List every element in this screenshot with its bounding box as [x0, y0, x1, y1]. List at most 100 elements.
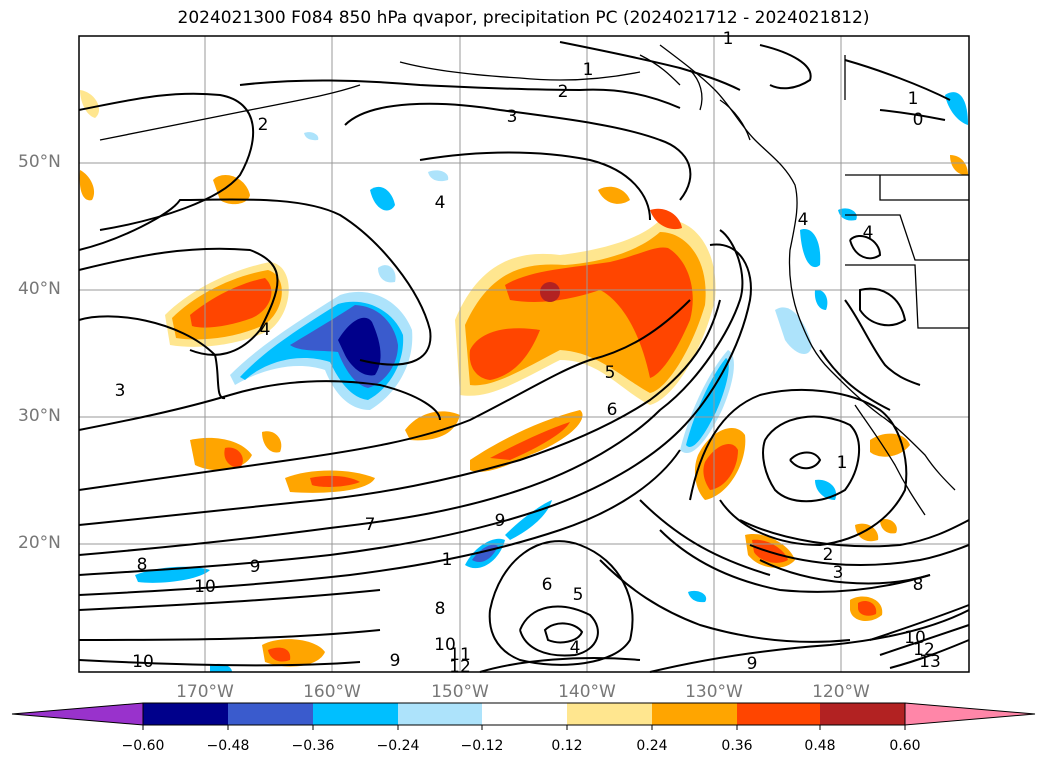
contour-label: 9 — [747, 654, 758, 674]
precip-blob — [775, 307, 812, 355]
contour-label: 6 — [542, 575, 553, 595]
precip-blob — [703, 443, 738, 490]
colorbar-tick-label: −0.24 — [376, 738, 420, 754]
precip-blob — [262, 431, 282, 453]
precip-shading — [79, 90, 968, 672]
precip-blob — [945, 92, 968, 125]
colorbar-tick-label: −0.60 — [121, 738, 165, 754]
colorbar-segment — [652, 703, 737, 725]
map-frame — [78, 35, 970, 673]
colorbar-extend-high — [904, 702, 1036, 726]
precip-blob — [213, 175, 250, 205]
lon-label: 140°W — [558, 682, 616, 702]
lon-label: 170°W — [176, 682, 234, 702]
lat-label: 20°N — [18, 533, 61, 553]
precip-blob — [880, 519, 897, 534]
lat-label: 30°N — [18, 406, 61, 426]
contour-label-group: 1 1 2 3 2 1 0 4 4 4 4 3 5 6 1 2 3 8 9 7 … — [115, 29, 941, 677]
contour-label: 4 — [260, 320, 271, 340]
contour-label: 10 — [904, 628, 926, 648]
precip-blob — [190, 437, 252, 471]
contour-label: 4 — [798, 210, 809, 230]
precip-blob — [469, 328, 540, 380]
precip-blob — [338, 317, 381, 376]
precip-blob — [80, 90, 100, 118]
contour-label: 5 — [605, 363, 616, 383]
precip-blob — [370, 186, 395, 211]
colorbar — [11, 702, 1036, 730]
colorbar-segment — [820, 703, 905, 725]
colorbar-segment — [567, 703, 652, 725]
contour-label: 4 — [863, 223, 874, 243]
precip-blob — [858, 601, 877, 616]
contour-label: 9 — [250, 557, 261, 577]
contour-label: 1 — [442, 550, 453, 570]
contour-label: 5 — [573, 585, 584, 605]
contour-label: 4 — [570, 638, 581, 658]
precip-blob — [688, 590, 707, 603]
colorbar-segment — [482, 703, 567, 725]
colorbar-segment — [228, 703, 313, 725]
contour-label: 1 — [908, 89, 919, 109]
precip-blob — [490, 422, 570, 460]
precip-blob — [855, 523, 879, 542]
contour-label: 10 — [132, 652, 154, 672]
precip-blob — [950, 155, 968, 176]
colorbar-extend-low — [11, 702, 144, 726]
contour-label: 9 — [495, 511, 506, 531]
colorbar-tick-label: 0.60 — [889, 738, 921, 754]
contour-label: 7 — [365, 515, 376, 535]
precip-blob — [650, 208, 682, 230]
contour-label: 2 — [258, 115, 269, 135]
precip-blob — [268, 647, 291, 662]
contour-label: 8 — [913, 575, 924, 595]
contour-label: 3 — [507, 107, 518, 127]
colorbar-tick-label: −0.12 — [460, 738, 504, 754]
precip-blob — [815, 479, 837, 500]
contour-label: 8 — [137, 555, 148, 575]
colorbar-tick-label: −0.36 — [291, 738, 335, 754]
colorbar-segment — [398, 703, 482, 725]
precip-blob — [428, 170, 449, 182]
contour-label: 2 — [558, 82, 569, 102]
precip-blob — [540, 282, 560, 302]
contour-label: 3 — [833, 563, 844, 583]
contour-label: 13 — [919, 652, 941, 672]
colorbar-tick-label: 0.36 — [721, 738, 753, 754]
contour-label: 8 — [435, 599, 446, 619]
contour-label: 12 — [449, 657, 471, 677]
contour-label: 2 — [823, 545, 834, 565]
precip-blob — [505, 247, 693, 378]
coastline — [99, 44, 969, 516]
contour-label: 1 — [837, 453, 848, 473]
lon-label: 120°W — [812, 682, 870, 702]
precip-blob — [598, 186, 630, 204]
contour-label: 6 — [607, 400, 618, 420]
precip-blob — [405, 411, 460, 441]
contour-label: 4 — [435, 193, 446, 213]
colorbar-tick-label: 0.24 — [636, 738, 668, 754]
precip-blob — [224, 447, 243, 468]
contour-label: 11 — [449, 645, 471, 665]
chart-title: 2024021300 F084 850 hPa qvapor, precipit… — [177, 8, 870, 28]
colorbar-segment — [737, 703, 820, 725]
contour-label: 10 — [194, 577, 216, 597]
lon-label: 130°W — [685, 682, 743, 702]
colorbar-tick-label: 0.48 — [804, 738, 836, 754]
precip-blob — [79, 170, 95, 201]
colorbar-tick-label: −0.48 — [206, 738, 250, 754]
lat-label: 40°N — [18, 279, 61, 299]
precip-blob — [304, 132, 319, 141]
precip-blob — [310, 475, 360, 487]
contour-label: 9 — [390, 651, 401, 671]
contour-label: 1 — [723, 29, 734, 49]
colorbar-segment — [143, 703, 228, 725]
colorbar-segment — [313, 703, 398, 725]
lon-label: 160°W — [303, 682, 361, 702]
precip-blob — [814, 289, 828, 310]
contour-label: 0 — [913, 110, 924, 130]
colorbar-tick-label: 0.12 — [551, 738, 583, 754]
lat-label: 50°N — [18, 152, 61, 172]
contour-label: 3 — [115, 381, 126, 401]
